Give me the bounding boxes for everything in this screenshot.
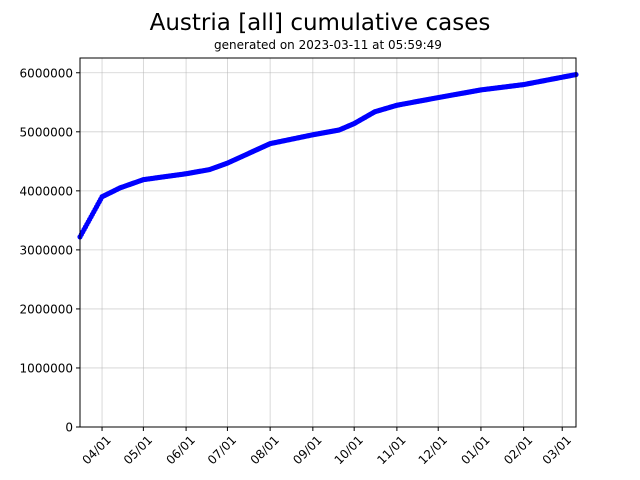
x-tick-label: 09/01 [290,433,324,467]
plot-frame [79,57,577,428]
x-tick-label: 02/01 [501,433,535,467]
y-tick-label: 1000000 [20,361,73,375]
x-tick-label: 08/01 [248,433,282,467]
x-tick-label: 06/01 [164,433,198,467]
x-tick-label: 07/01 [205,433,239,467]
x-tick-label: 11/01 [374,433,408,467]
y-tick-label: 5000000 [20,125,73,139]
chart-title: Austria [all] cumulative cases [150,10,491,36]
x-tick-label: 01/01 [458,433,492,467]
grid [80,58,576,428]
x-tick-label: 05/01 [121,433,155,467]
y-tick-label: 6000000 [20,66,73,80]
x-tick-label: 04/01 [79,433,113,467]
y-tick-label: 4000000 [20,184,73,198]
axes: 04/01 05/01 06/01 07/01 08/01 09/01 10/01 11/01… [20,66,574,467]
y-tick-label: 3000000 [20,243,73,257]
series-line [77,71,579,240]
series-path [78,73,577,238]
x-tick-label: 10/01 [332,433,366,467]
chart-subtitle: generated on 2023-03-11 at 05:59:49 [214,38,442,52]
y-tick-label: 2000000 [20,302,73,316]
y-tick-label: 0 [65,421,73,435]
x-tick-label: 03/01 [540,433,574,467]
x-tick-label: 12/01 [416,433,450,467]
